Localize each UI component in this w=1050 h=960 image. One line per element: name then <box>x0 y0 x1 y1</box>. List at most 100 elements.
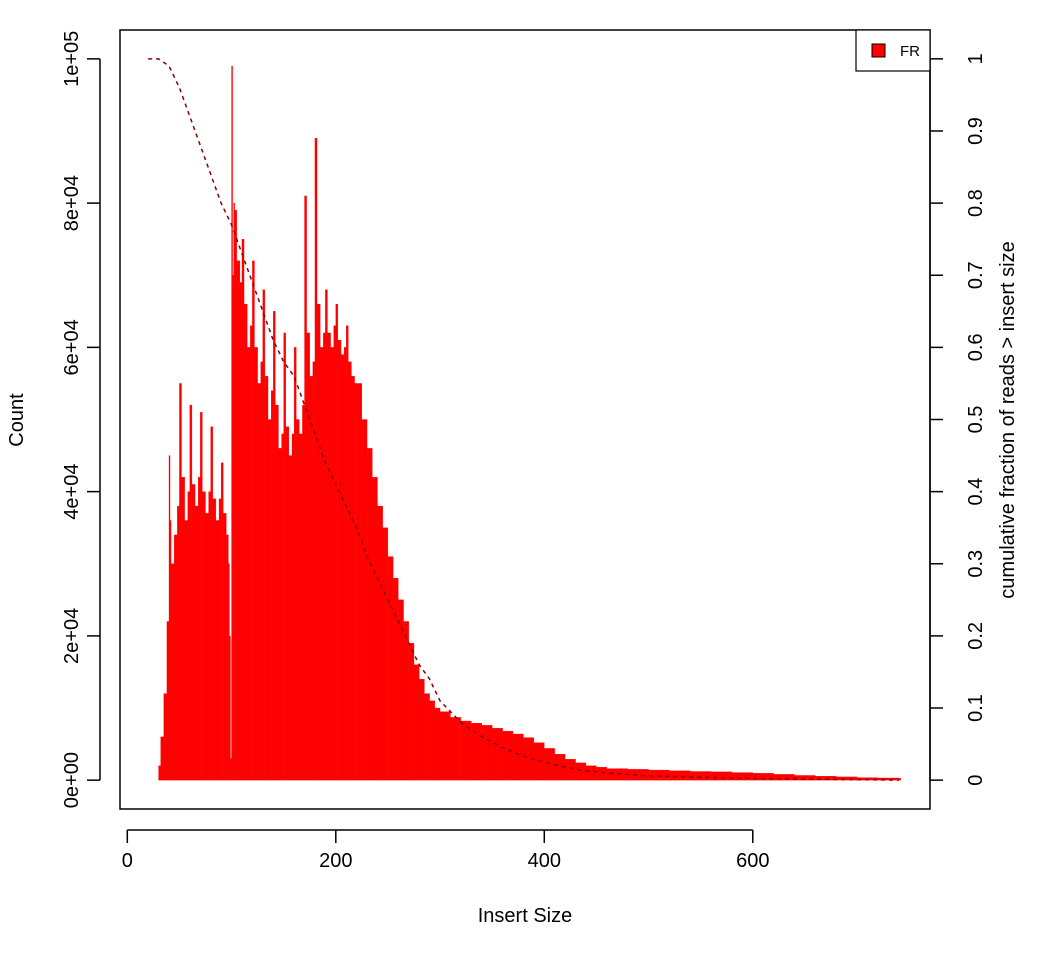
cumulative-fraction-line <box>148 58 899 781</box>
histogram-bar <box>283 332 286 781</box>
x-tick-label: 600 <box>736 850 769 872</box>
histogram-bar <box>302 404 305 781</box>
histogram-bar <box>232 275 234 781</box>
histogram-bar <box>773 774 795 781</box>
histogram-bar <box>361 419 368 781</box>
histogram-bar <box>314 138 318 781</box>
x-axis: 0 200 400 600 <box>122 829 769 872</box>
histogram-bar <box>471 723 482 781</box>
histogram-bar <box>163 693 168 781</box>
histogram-bar <box>275 404 279 781</box>
histogram-bar <box>372 477 378 781</box>
histogram-bar <box>212 498 217 781</box>
legend-swatch-fr <box>871 43 886 58</box>
histogram-bar <box>492 728 503 781</box>
y-axis-left: 0e+00 2e+04 4e+04 6e+04 8e+04 1e+05 <box>61 31 101 808</box>
histogram-bar <box>174 534 178 781</box>
histogram-bar <box>836 776 858 781</box>
histogram-bar <box>419 679 425 781</box>
histogram-bar <box>343 347 347 781</box>
x-tick-label: 400 <box>528 850 561 872</box>
histogram-bar <box>170 563 175 781</box>
y-tick-label: 1e+05 <box>61 31 83 87</box>
histogram-bar <box>898 778 901 781</box>
histogram-bar <box>184 520 188 781</box>
histogram-bar <box>366 448 373 781</box>
histogram-bar <box>335 303 339 781</box>
histogram-bar <box>377 505 383 781</box>
histogram-bar <box>312 361 316 781</box>
histogram-bar <box>434 707 441 781</box>
x-tick-label: 200 <box>319 850 352 872</box>
histogram-bar <box>413 664 420 781</box>
histogram-bar <box>179 383 182 781</box>
histogram-bar <box>233 202 235 781</box>
histogram-bar <box>260 361 263 781</box>
histogram-bar <box>575 762 587 781</box>
y-tick-label: 6e+04 <box>61 319 83 375</box>
histogram-bar <box>325 289 328 781</box>
histogram-bar <box>502 730 514 781</box>
histogram-bar <box>669 770 691 781</box>
histogram-bar <box>208 491 211 781</box>
y-axis-right: 0 0.1 0.2 0.3 0.4 0.5 0.6 0.7 0.8 0.9 1 <box>929 53 987 786</box>
histogram-bar <box>299 433 303 781</box>
histogram-bar <box>710 771 733 781</box>
legend-label-fr: FR <box>900 43 920 60</box>
y-tick-label: 0e+00 <box>61 752 83 808</box>
histogram-bar <box>408 642 415 781</box>
histogram-bar <box>236 260 241 781</box>
histogram-bar <box>439 711 451 781</box>
histogram-bar <box>215 520 220 781</box>
y-tick-label: 4e+04 <box>61 464 83 520</box>
y2-tick-label: 0.8 <box>965 189 987 217</box>
histogram-bar <box>271 390 274 781</box>
y2-tick-label: 0.6 <box>965 333 987 361</box>
histogram-bar <box>564 759 576 781</box>
histogram-bar <box>481 725 493 781</box>
histogram-bar <box>346 325 349 781</box>
histogram-bar <box>351 376 355 781</box>
histogram-bar <box>354 383 357 781</box>
y2-tick-label: 0.3 <box>965 550 987 578</box>
histogram-bar <box>333 325 336 781</box>
y2-tick-label: 0.1 <box>965 694 987 722</box>
cumulative-line-layer <box>148 58 899 781</box>
histogram-bar <box>228 563 230 781</box>
y2-tick-label: 0.4 <box>965 478 987 506</box>
histogram-bar <box>218 498 222 781</box>
histogram-bar <box>285 426 290 781</box>
histogram-bar <box>424 693 430 781</box>
histogram-bar <box>382 527 389 781</box>
histogram-bar <box>247 347 251 781</box>
histogram-bar <box>257 383 261 781</box>
bars-layer <box>158 65 901 781</box>
histogram-bar <box>168 455 171 781</box>
histogram-bar <box>210 426 213 781</box>
histogram-bar <box>254 347 258 781</box>
histogram-bar <box>267 419 272 781</box>
histogram-bar <box>250 325 253 781</box>
histogram-bar <box>690 771 712 781</box>
histogram-bar <box>356 383 363 781</box>
y2-tick-label: 0.5 <box>965 406 987 434</box>
histogram-bar <box>323 332 326 781</box>
histogram-bar <box>460 720 472 781</box>
y-tick-label: 8e+04 <box>61 175 83 231</box>
histogram-bar <box>187 491 190 781</box>
histogram-bar <box>316 303 321 781</box>
histogram-bar <box>160 736 164 781</box>
histogram-bar <box>226 534 229 781</box>
y2-tick-label: 0.7 <box>965 261 987 289</box>
histogram-bar <box>306 332 310 781</box>
histogram-bar <box>278 448 282 781</box>
histogram-bar <box>191 484 196 781</box>
y-tick-label: 2e+04 <box>61 608 83 664</box>
histogram-bar <box>330 347 334 781</box>
histogram-bar <box>194 505 199 781</box>
histogram-bar <box>262 289 266 781</box>
y2-tick-label: 0 <box>965 775 987 786</box>
histogram-bar <box>387 556 394 781</box>
histogram-bar <box>273 311 276 781</box>
